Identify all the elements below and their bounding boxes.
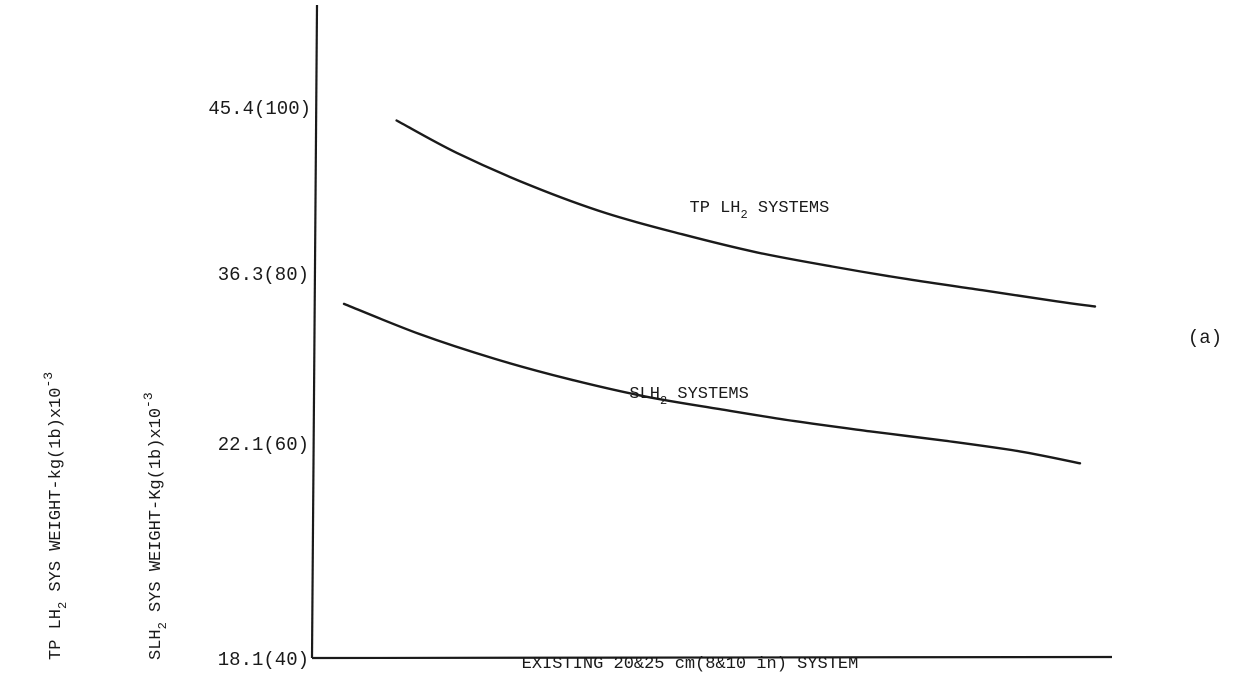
- x-axis: [311, 655, 1113, 660]
- series-label-post: SYSTEMS: [748, 199, 830, 218]
- series-label-pre: TP LH: [690, 199, 741, 218]
- series-line-slh2: [342, 302, 1082, 465]
- y-label-inner-post: SYS WEIGHT-Kg(1b)x10: [147, 408, 166, 622]
- y-label-inner-sub: 2: [156, 622, 170, 629]
- y-tick-label: 45.4(100): [208, 98, 311, 120]
- y-axis-label-inner: SLH2 SYS WEIGHT-Kg(1b)x10-3: [141, 392, 170, 660]
- y-label-outer-sup: -3: [41, 372, 56, 388]
- y-tick-labels: 45.4(100) 36.3(80) 22.1(60) 18.1(40): [208, 98, 311, 671]
- series-label-slh2: SLH2 SYSTEMS: [629, 385, 748, 408]
- y-tick-label: 22.1(60): [218, 434, 309, 456]
- y-label-inner-pre: SLH: [147, 629, 166, 660]
- x-axis-label: EXISTING 20&25 cm(8&10 in) SYSTEM: [522, 655, 859, 673]
- series-label-pre: SLH: [629, 385, 660, 404]
- y-label-outer-sub: 2: [56, 602, 70, 609]
- y-tick-label: 36.3(80): [218, 264, 309, 286]
- series-line-tp-lh2: [395, 119, 1097, 308]
- series-label-sub: 2: [741, 208, 748, 222]
- series-label-sub: 2: [660, 394, 667, 408]
- y-label-outer-post: SYS WEIGHT-kg(1b)x10: [47, 388, 66, 602]
- y-axis: [310, 4, 319, 659]
- panel-annotation: (a): [1188, 327, 1222, 349]
- y-label-inner-sup: -3: [141, 392, 156, 408]
- y-tick-label: 18.1(40): [218, 649, 309, 671]
- y-label-outer-pre: TP LH: [47, 609, 66, 660]
- y-axis-label-outer: TP LH2 SYS WEIGHT-kg(1b)x10-3: [41, 372, 70, 660]
- series-label-tp-lh2: TP LH2 SYSTEMS: [690, 199, 830, 222]
- series-label-post: SYSTEMS: [667, 385, 749, 404]
